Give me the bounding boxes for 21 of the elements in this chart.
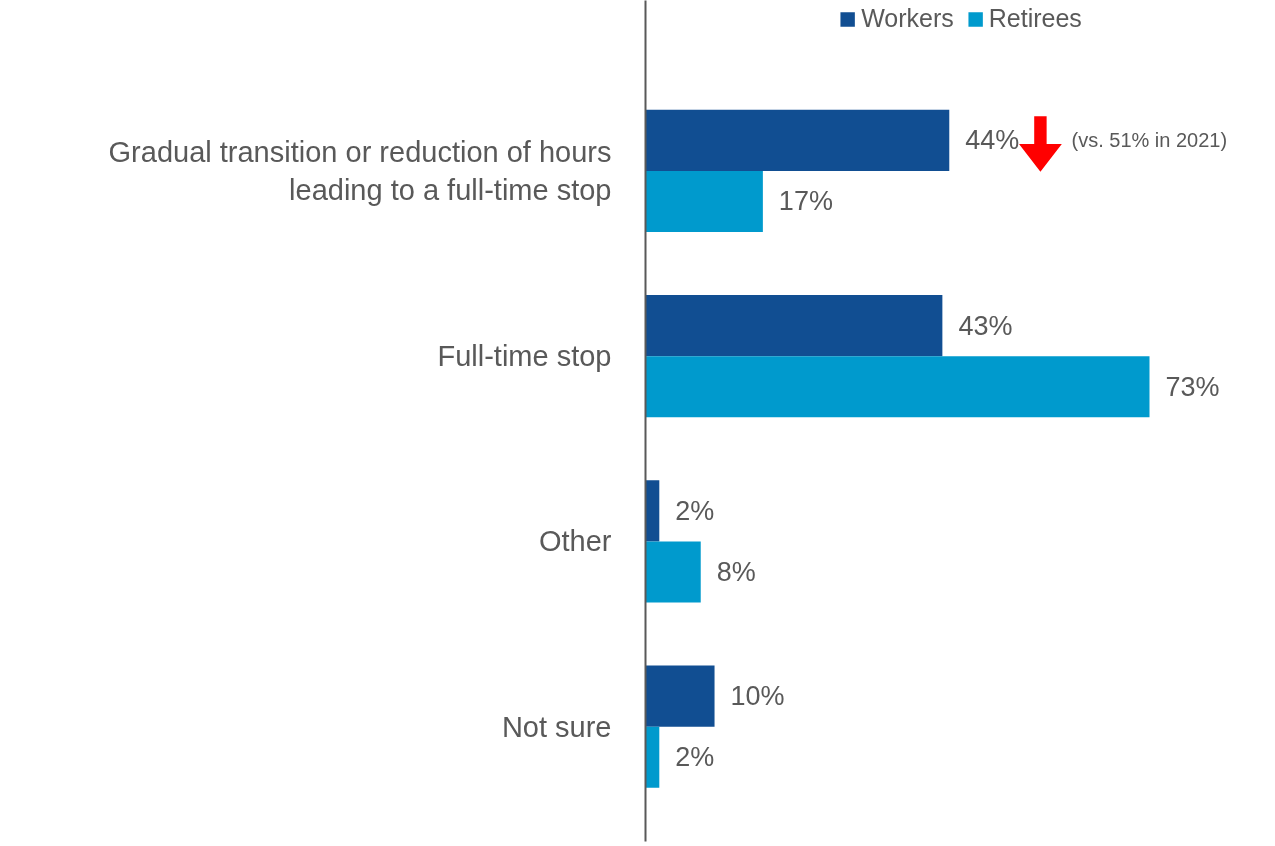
data-label: 2% (675, 742, 715, 773)
legend-label: Retirees (988, 4, 1082, 33)
y-tick-label: Not sure (501, 710, 612, 743)
bar (645, 109, 950, 171)
bar (645, 665, 715, 727)
data-label: 73% (1165, 371, 1220, 402)
y-tick-label: Gradual transition or reduction of hours leading to a full-time stop (108, 135, 612, 207)
data-label: 2% (675, 495, 715, 526)
y-tick-label: Other (538, 525, 612, 558)
bar (645, 170, 763, 233)
bar (645, 356, 1150, 418)
data-label: 10% (730, 681, 785, 712)
data-label: 43% (958, 310, 1013, 341)
data-label: 44% (965, 125, 1020, 156)
bar (645, 541, 701, 603)
data-label: 8% (716, 556, 756, 587)
y-tick-label: Full-time stop (437, 340, 612, 373)
bar (645, 295, 943, 357)
data-label: 17% (778, 186, 833, 217)
annotation: (vs. 51% in 2021) (1071, 129, 1228, 152)
legend-label: Workers (861, 4, 954, 33)
